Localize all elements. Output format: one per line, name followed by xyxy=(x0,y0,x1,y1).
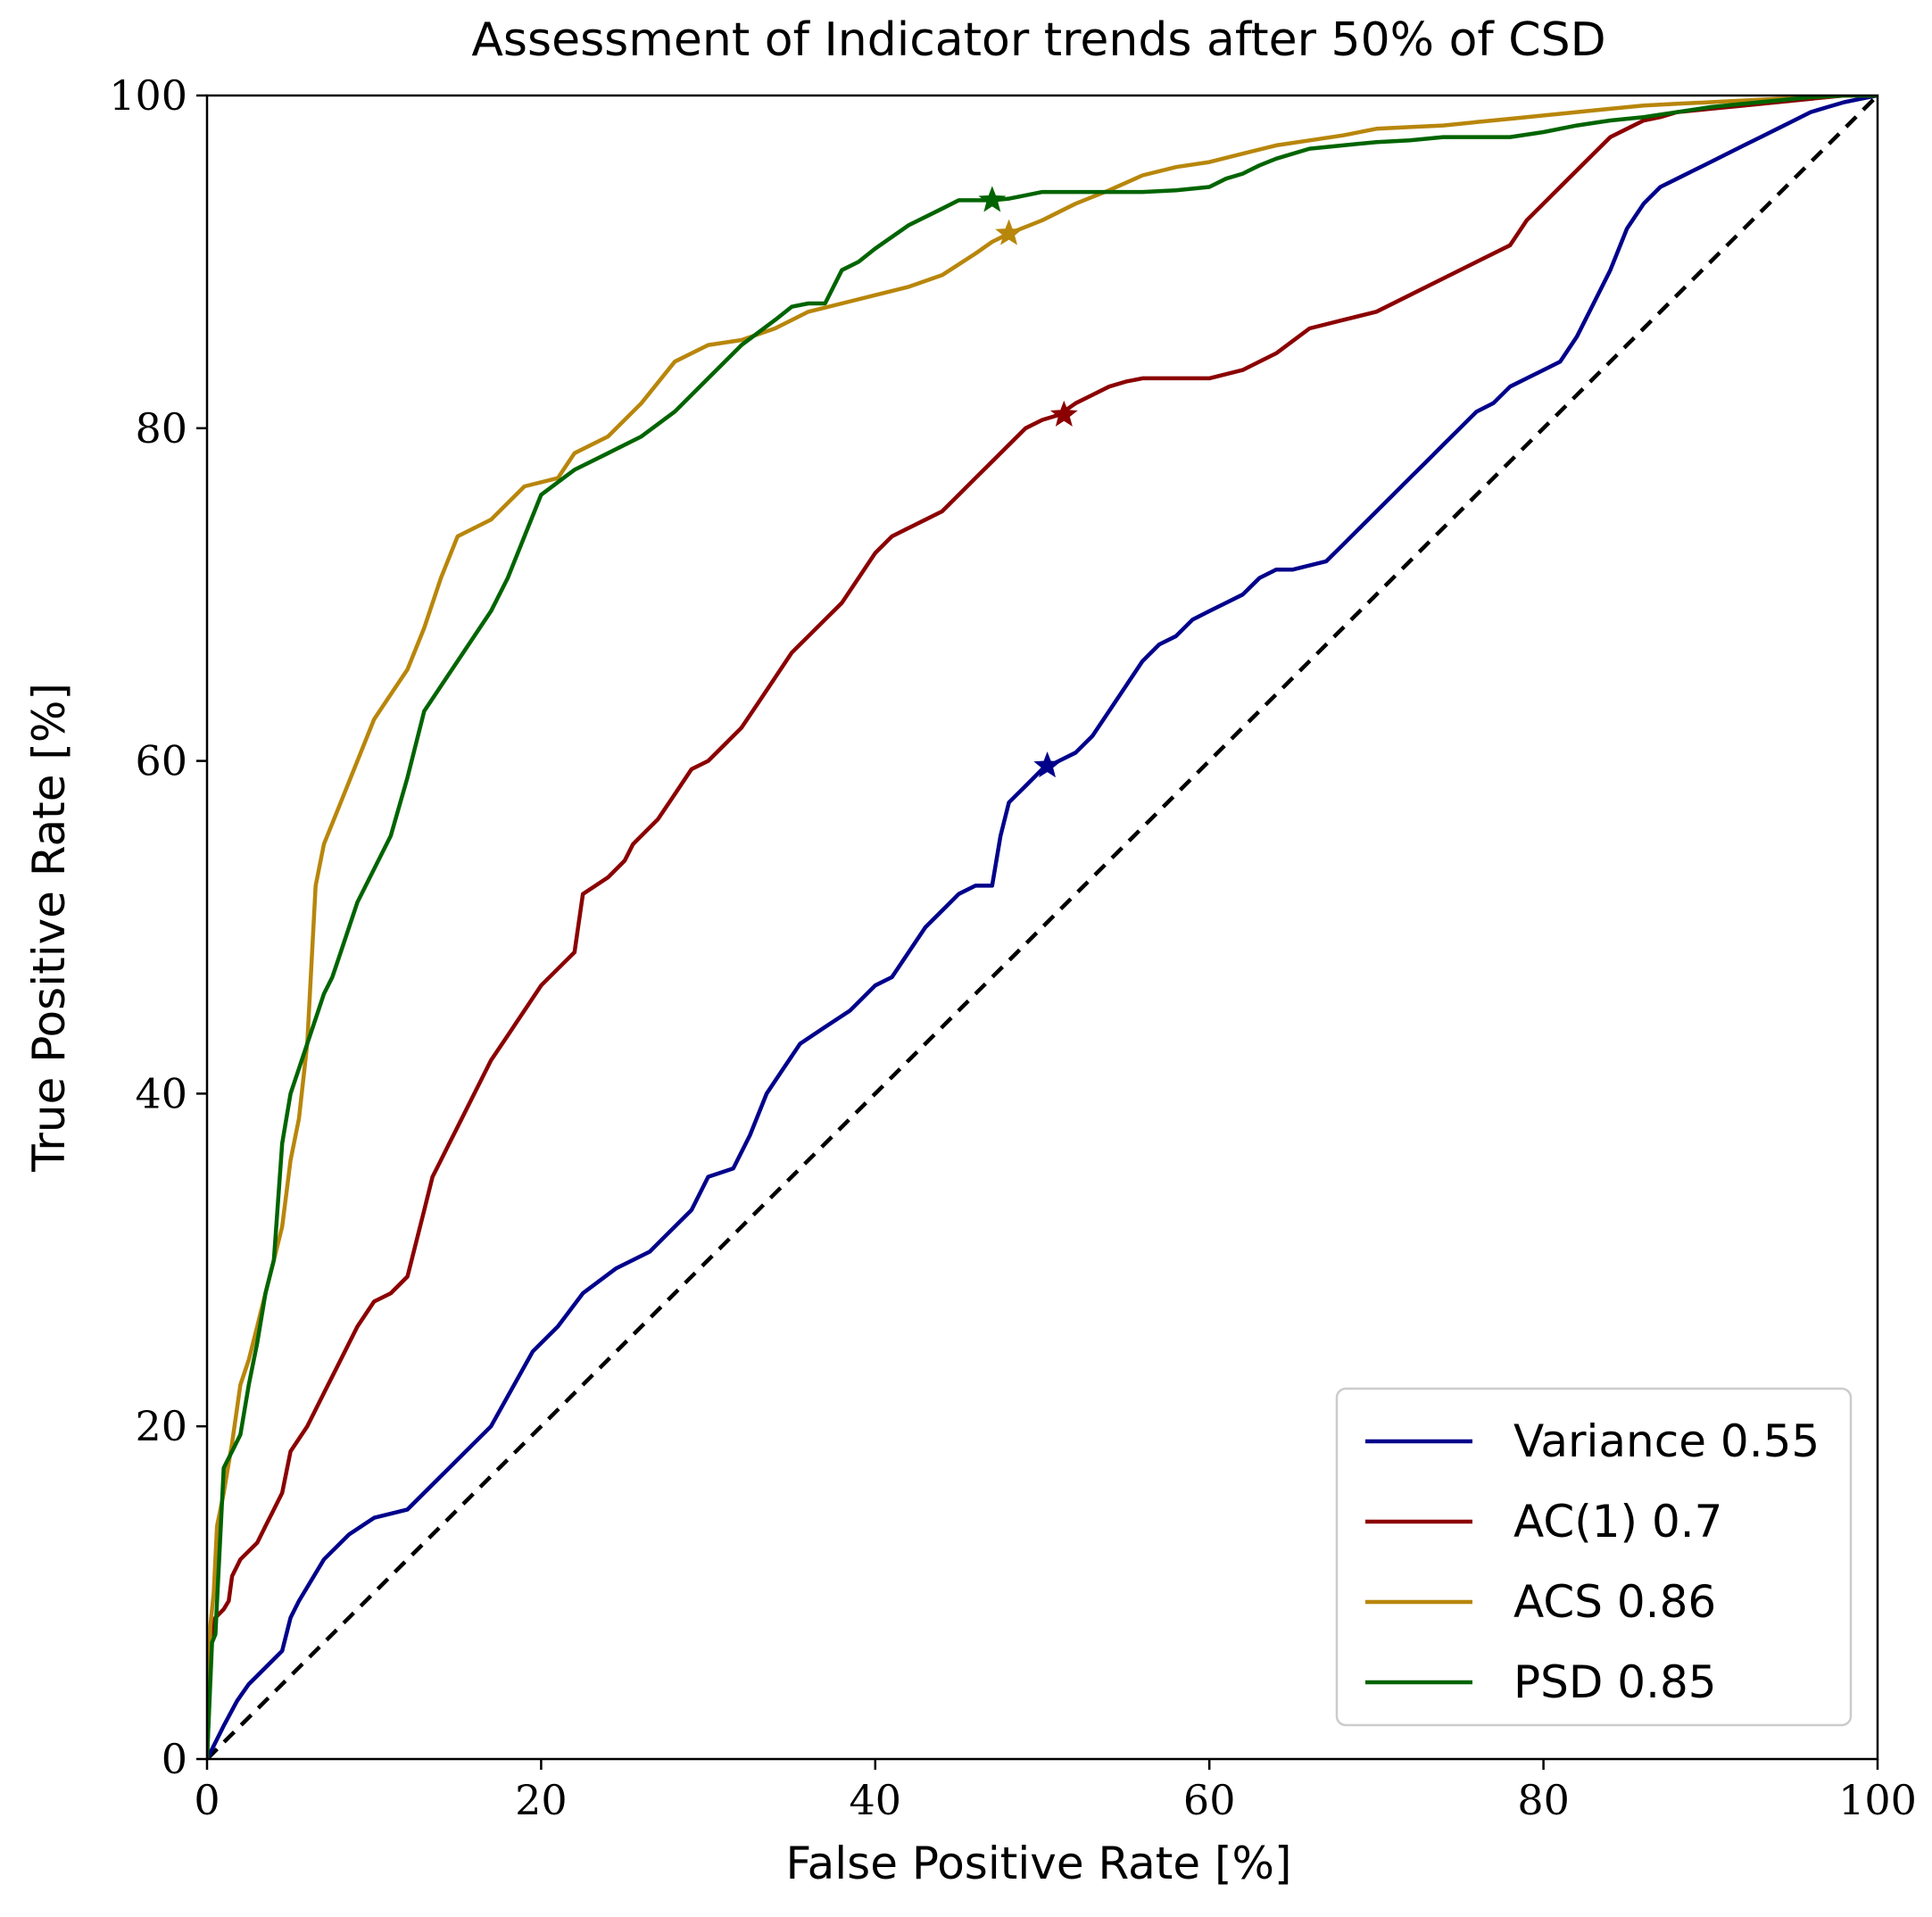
chance-diagonal-line xyxy=(207,95,1878,1759)
x-tick-label: 100 xyxy=(1838,1776,1917,1824)
plot-frame xyxy=(205,94,1879,1761)
y-tick-label: 0 xyxy=(162,1735,187,1783)
y-tick-label: 40 xyxy=(135,1069,187,1117)
series-line-psd-0-85 xyxy=(207,95,1878,1759)
x-tick-label: 0 xyxy=(194,1776,220,1824)
x-tick-label: 60 xyxy=(1183,1776,1236,1824)
x-tick-label: 20 xyxy=(515,1776,568,1824)
y-tick-label: 100 xyxy=(109,71,187,120)
y-axis-label: True Positive Rate [%] xyxy=(23,683,75,1173)
legend-label-ac-1-0-7: AC(1) 0.7 xyxy=(1513,1496,1722,1548)
series-line-ac-1-0-7 xyxy=(207,95,1878,1759)
optimal-point-star-variance-0-55 xyxy=(1033,751,1061,778)
legend-label-variance-0-55: Variance 0.55 xyxy=(1513,1415,1820,1467)
chart-title: Assessment of Indicator trends after 50%… xyxy=(471,13,1605,67)
y-tick-label: 60 xyxy=(135,737,187,785)
x-axis-label: False Positive Rate [%] xyxy=(785,1838,1291,1889)
optimal-point-star-acs-0-86 xyxy=(995,219,1023,245)
x-tick-label: 40 xyxy=(850,1776,902,1824)
x-tick-label: 80 xyxy=(1517,1776,1570,1824)
optimal-point-star-psd-0-85 xyxy=(978,186,1007,212)
legend: Variance 0.55 AC(1) 0.7 ACS 0.86 PSD 0.85 xyxy=(1335,1387,1853,1727)
legend-label-psd-0-85: PSD 0.85 xyxy=(1513,1656,1717,1708)
y-tick-label: 80 xyxy=(135,404,187,452)
optimal-point-star-ac-1-0-7 xyxy=(1050,400,1078,427)
y-tick-label: 20 xyxy=(135,1402,187,1450)
legend-box xyxy=(1335,1387,1853,1727)
legend-label-acs-0-86: ACS 0.86 xyxy=(1513,1576,1716,1628)
series-line-variance-0-55 xyxy=(207,95,1878,1759)
